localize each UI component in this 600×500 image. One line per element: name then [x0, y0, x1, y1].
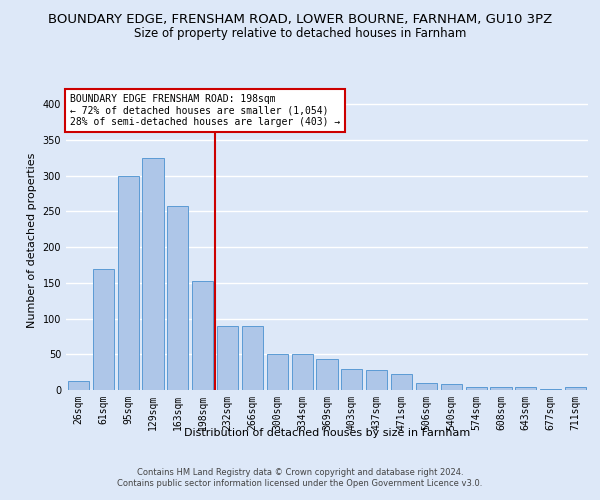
- Bar: [118, 176, 139, 390]
- Bar: [540, 388, 561, 390]
- Bar: [192, 282, 213, 390]
- Bar: [490, 387, 512, 390]
- Bar: [142, 158, 164, 390]
- Text: Contains HM Land Registry data © Crown copyright and database right 2024.
Contai: Contains HM Land Registry data © Crown c…: [118, 468, 482, 487]
- Bar: [267, 354, 288, 390]
- Bar: [167, 206, 188, 390]
- Text: Distribution of detached houses by size in Farnham: Distribution of detached houses by size …: [184, 428, 470, 438]
- Bar: [341, 370, 362, 390]
- Bar: [217, 326, 238, 390]
- Text: Size of property relative to detached houses in Farnham: Size of property relative to detached ho…: [134, 28, 466, 40]
- Bar: [441, 384, 462, 390]
- Bar: [515, 387, 536, 390]
- Bar: [316, 360, 338, 390]
- Bar: [416, 383, 437, 390]
- Bar: [565, 387, 586, 390]
- Y-axis label: Number of detached properties: Number of detached properties: [27, 152, 37, 328]
- Bar: [391, 374, 412, 390]
- Bar: [68, 380, 89, 390]
- Bar: [93, 268, 114, 390]
- Text: BOUNDARY EDGE, FRENSHAM ROAD, LOWER BOURNE, FARNHAM, GU10 3PZ: BOUNDARY EDGE, FRENSHAM ROAD, LOWER BOUR…: [48, 12, 552, 26]
- Bar: [242, 326, 263, 390]
- Bar: [366, 370, 387, 390]
- Text: BOUNDARY EDGE FRENSHAM ROAD: 198sqm
← 72% of detached houses are smaller (1,054): BOUNDARY EDGE FRENSHAM ROAD: 198sqm ← 72…: [70, 94, 340, 128]
- Bar: [466, 387, 487, 390]
- Bar: [292, 354, 313, 390]
